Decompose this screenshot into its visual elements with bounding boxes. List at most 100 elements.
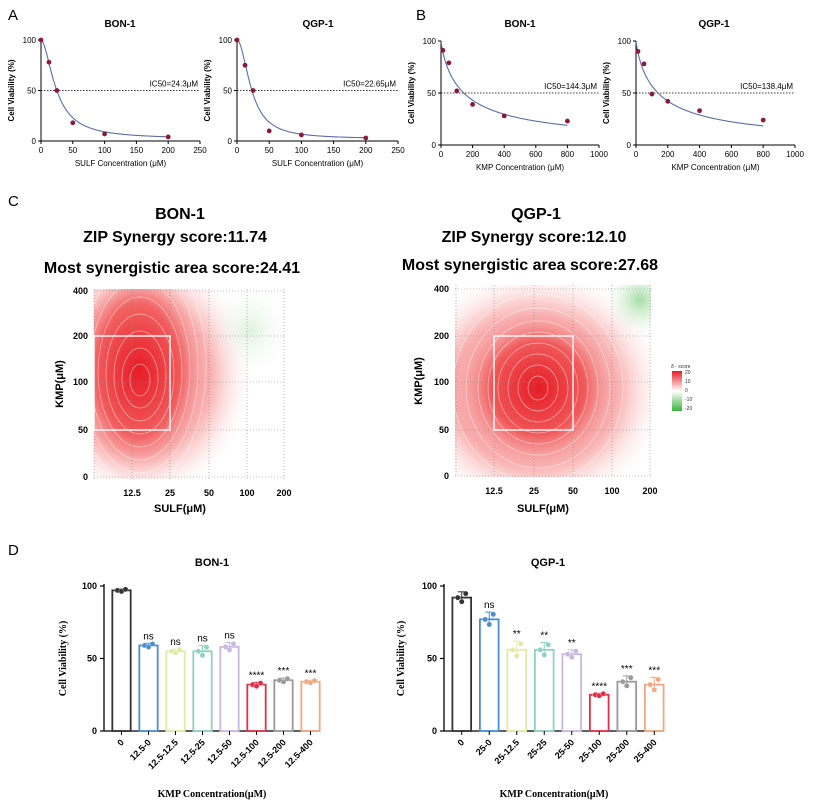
- replicate-point: [257, 680, 264, 686]
- y-tick-label: 400: [434, 284, 449, 294]
- x-tick-label: 150: [327, 146, 341, 155]
- bar: [219, 646, 240, 732]
- replicate-point: [651, 686, 658, 693]
- y-tick-label: 100: [219, 36, 233, 45]
- data-point: [38, 37, 44, 43]
- y-tick-label: 50: [622, 89, 631, 98]
- replicate-point: [541, 652, 548, 658]
- y-tick-label: 100: [82, 581, 97, 591]
- replicate-point: [537, 647, 544, 653]
- x-axis-label: SULF(μM): [517, 503, 569, 515]
- y-tick-label: 0: [432, 726, 437, 736]
- data-point: [565, 118, 570, 124]
- x-tick-label: 100: [98, 146, 112, 155]
- replicate-point: [462, 590, 469, 597]
- x-axis-label: SULF Concentration (μM): [75, 159, 167, 168]
- y-tick-label: 50: [223, 87, 232, 96]
- replicate-point: [203, 644, 210, 650]
- bar: [300, 680, 321, 732]
- x-tick-label: 100: [295, 146, 309, 155]
- y-tick-label: 0: [432, 141, 437, 150]
- data-point: [440, 47, 446, 53]
- y-axis-label: KMP(μM): [54, 360, 66, 408]
- chart-title: BON-1: [195, 557, 229, 569]
- replicate-point: [222, 644, 229, 650]
- y-tick-label: 50: [427, 654, 437, 664]
- y-tick-label: 0: [444, 471, 449, 481]
- replicate-point: [514, 653, 520, 659]
- replicate-point: [122, 586, 129, 593]
- y-axis-label: Cell Viability (%): [7, 59, 16, 121]
- x-tick-label: 12.5-200: [256, 737, 288, 769]
- replicate-point: [569, 654, 575, 660]
- bar-chart-bon1: BON-1 0 50 100 Cell Viability (%) KMP Concent…: [58, 557, 321, 800]
- fit-curve: [236, 39, 366, 139]
- y-tick-label: 0: [92, 726, 97, 736]
- y-tick-label: 50: [427, 89, 436, 98]
- data-point: [760, 117, 766, 123]
- x-axis-label: KMP Concentration (μM): [476, 163, 564, 172]
- x-tick-label: 400: [693, 150, 707, 159]
- ic50-label: IC50=144.3μM: [544, 82, 597, 91]
- panel-label-d: D: [8, 542, 19, 559]
- heatmap-grid-bon1: 12.5 25 50 100 200 0 50 100 200 400 SULF(μM) KMP(μM…: [54, 286, 292, 515]
- data-point: [242, 62, 248, 68]
- data-point: [363, 135, 369, 141]
- bar: [534, 648, 555, 732]
- replicate-point: [311, 677, 318, 684]
- significance-label: **: [513, 629, 521, 640]
- data-point: [250, 88, 256, 93]
- x-tick-label: 0: [439, 150, 444, 159]
- replicate-point: [628, 674, 634, 681]
- y-tick-label: 50: [78, 425, 88, 435]
- significance-label: ****: [591, 681, 607, 692]
- x-tick-label: 600: [529, 150, 543, 159]
- ic50-label: IC50=24.3μM: [150, 80, 199, 89]
- significance-label: ***: [648, 665, 660, 676]
- x-axis-label: KMP Concentration(μM): [158, 789, 267, 800]
- significance-label: ns: [484, 600, 495, 611]
- x-tick-label: 250: [391, 146, 405, 155]
- dose-response-bon1-kmp: BON-1 0 200 400 600 800 1000 0 50 100 KMP Concentr…: [407, 19, 608, 172]
- y-tick-label: 100: [618, 37, 632, 46]
- replicate-point: [518, 640, 524, 647]
- y-tick-label: 0: [32, 137, 37, 146]
- synergy-map-qgp1: QGP-1 ZIP Synergy score:12.10 Most syner…: [402, 206, 693, 515]
- y-tick-label: 50: [27, 87, 36, 96]
- chart-title: QGP-1: [302, 19, 334, 30]
- significance-label: ns: [197, 633, 208, 644]
- significance-label: ***: [621, 664, 633, 675]
- legend-tick-4: -20: [685, 406, 692, 412]
- replicate-point: [454, 594, 461, 601]
- dose-response-qgp1-kmp: QGP-1 0 200 400 600 800 1000 0 50 100 KMP Concentr…: [602, 19, 804, 172]
- x-tick-label: 12.5-0: [128, 737, 153, 762]
- x-tick-label: 200: [466, 150, 480, 159]
- replicate-point: [280, 679, 287, 685]
- chart-title: BON-1: [504, 19, 536, 30]
- x-tick-label: 25-400: [632, 737, 659, 764]
- significance-label: ***: [278, 666, 290, 677]
- significance-label: **: [540, 631, 548, 642]
- legend-colorbar: [672, 371, 682, 411]
- data-point: [665, 98, 671, 104]
- x-tick-label: 12.5-400: [283, 737, 315, 769]
- data-point: [46, 59, 52, 65]
- bar: [165, 650, 186, 732]
- replicate-point: [509, 647, 516, 653]
- data-point: [54, 88, 60, 93]
- x-tick-label: 0: [634, 150, 639, 159]
- x-tick-label: 25-50: [553, 737, 576, 760]
- replicate-point: [624, 683, 630, 689]
- data-point: [470, 102, 475, 107]
- y-axis-label: Cell Viability (%): [407, 62, 416, 124]
- y-tick-label: 0: [228, 137, 233, 146]
- bar: [111, 589, 132, 732]
- heatmap-subtitle-qgp1: ZIP Synergy score:12.10: [442, 229, 627, 246]
- x-tick-label: 200: [642, 486, 657, 496]
- x-tick-label: 12.5: [485, 486, 503, 496]
- x-tick-label: 12.5-100: [229, 737, 261, 769]
- significance-label: ns: [170, 637, 181, 648]
- x-tick-label: 200: [661, 150, 675, 159]
- x-tick-label: 50: [568, 486, 578, 496]
- x-axis-label: KMP Concentration (μM): [671, 163, 759, 172]
